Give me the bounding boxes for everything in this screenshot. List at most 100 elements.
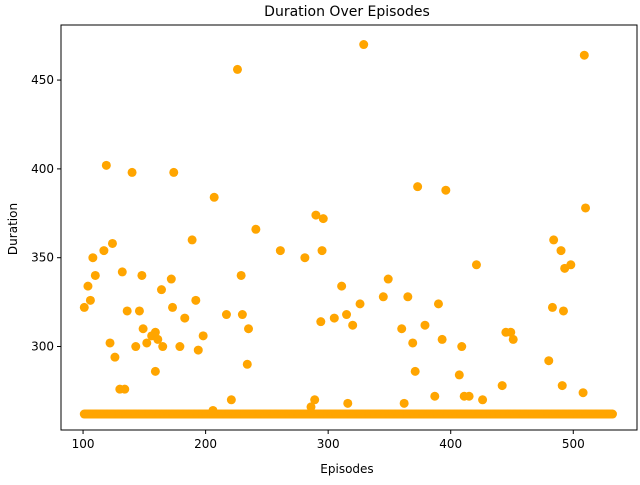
data-point xyxy=(166,274,176,284)
data-point xyxy=(410,366,420,376)
data-point xyxy=(153,334,163,344)
data-point xyxy=(497,381,507,391)
data-point xyxy=(579,50,589,60)
data-point xyxy=(122,306,132,316)
data-point xyxy=(544,356,554,366)
data-point xyxy=(131,342,141,352)
data-point xyxy=(209,192,219,202)
data-point xyxy=(300,253,310,263)
data-point xyxy=(318,214,328,224)
data-point xyxy=(549,235,559,245)
data-point xyxy=(329,313,339,323)
data-point xyxy=(311,210,321,220)
data-point xyxy=(399,398,409,408)
data-point xyxy=(101,160,111,170)
data-point xyxy=(378,292,388,302)
data-point xyxy=(607,409,617,419)
data-point xyxy=(236,270,246,280)
data-point xyxy=(221,310,231,320)
data-point xyxy=(359,40,369,50)
data-point xyxy=(107,238,117,248)
data-point xyxy=(169,167,179,177)
data-point xyxy=(471,260,481,270)
data-point xyxy=(558,306,568,316)
data-point xyxy=(317,246,327,256)
data-point xyxy=(408,338,418,348)
data-point xyxy=(142,338,152,348)
data-point xyxy=(506,327,516,337)
data-point xyxy=(337,281,347,291)
x-tick-label: 100 xyxy=(72,437,95,451)
data-point xyxy=(88,253,98,263)
x-tick-label: 300 xyxy=(317,437,340,451)
data-point xyxy=(397,324,407,334)
data-point xyxy=(437,334,447,344)
data-point xyxy=(355,299,365,309)
chart-title: Duration Over Episodes xyxy=(264,4,430,20)
data-point xyxy=(120,384,130,394)
x-tick-label: 400 xyxy=(439,437,462,451)
x-tick-label: 200 xyxy=(194,437,217,451)
data-point xyxy=(383,274,393,284)
data-point xyxy=(156,285,166,295)
data-point xyxy=(150,327,160,337)
data-point xyxy=(150,366,160,376)
y-axis-label: Duration xyxy=(6,203,20,255)
plot-area-frame xyxy=(60,24,638,431)
data-point xyxy=(237,310,247,320)
data-point xyxy=(547,302,557,312)
data-point xyxy=(226,395,236,405)
y-tick-label: 450 xyxy=(31,73,54,87)
data-point xyxy=(110,352,120,362)
data-point xyxy=(343,398,353,408)
data-point xyxy=(578,388,588,398)
x-axis: 100 200 300 400 500 xyxy=(72,430,585,451)
data-point xyxy=(127,167,137,177)
data-point xyxy=(464,391,474,401)
data-point xyxy=(441,185,451,195)
data-point xyxy=(105,338,115,348)
data-point xyxy=(134,306,144,316)
data-point xyxy=(478,395,488,405)
data-point xyxy=(581,203,591,213)
data-point xyxy=(403,292,413,302)
data-point xyxy=(413,182,423,192)
data-point xyxy=(85,295,95,305)
data-point xyxy=(191,295,201,305)
y-axis: 300 350 400 450 xyxy=(31,73,61,354)
data-point xyxy=(232,64,242,74)
data-point xyxy=(306,402,316,412)
data-point xyxy=(79,302,89,312)
data-point xyxy=(433,299,443,309)
data-point xyxy=(242,359,252,369)
data-point xyxy=(457,342,467,352)
data-point xyxy=(566,260,576,270)
x-axis-label: Episodes xyxy=(320,462,373,476)
data-point xyxy=(158,342,168,352)
data-point xyxy=(83,281,93,291)
data-point xyxy=(430,391,440,401)
data-point xyxy=(193,345,203,355)
data-point xyxy=(187,235,197,245)
data-point xyxy=(244,324,254,334)
data-point xyxy=(310,395,320,405)
y-tick-label: 300 xyxy=(31,340,54,354)
data-point xyxy=(316,317,326,327)
data-point xyxy=(168,302,178,312)
data-point xyxy=(420,320,430,330)
data-point xyxy=(175,342,185,352)
data-point xyxy=(251,224,261,234)
data-point xyxy=(454,370,464,380)
data-point xyxy=(117,267,127,277)
points-layer xyxy=(79,40,617,419)
data-point xyxy=(275,246,285,256)
data-point xyxy=(198,331,208,341)
data-point xyxy=(138,324,148,334)
data-point xyxy=(556,246,566,256)
data-point xyxy=(99,246,109,256)
data-point xyxy=(137,270,147,280)
data-point xyxy=(508,334,518,344)
x-tick-label: 500 xyxy=(562,437,585,451)
